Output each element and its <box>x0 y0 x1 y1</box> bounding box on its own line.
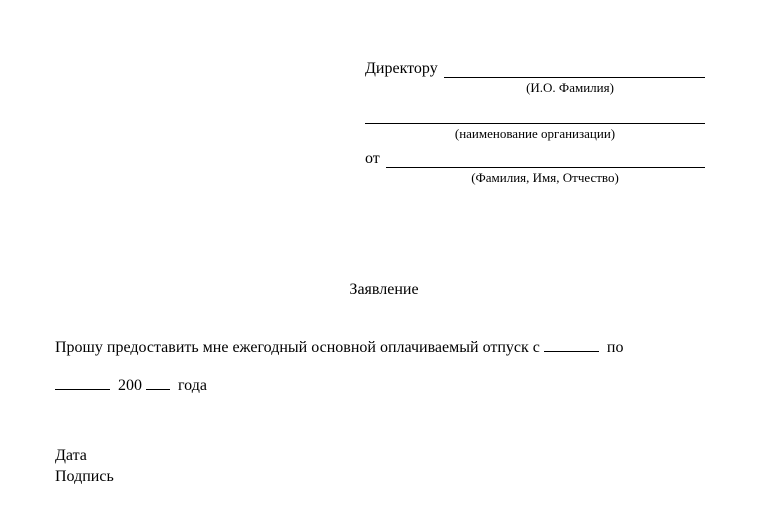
date-to-blank <box>55 376 110 390</box>
director-blank-line <box>444 62 705 78</box>
director-row: Директору <box>365 60 705 78</box>
header-block: Директору (И.О. Фамилия) (наименование о… <box>365 60 705 186</box>
footer-block: Дата Подпись <box>55 446 713 488</box>
year-suffix: года <box>178 377 207 394</box>
document-title: Заявление <box>55 281 713 299</box>
organization-caption: (наименование организации) <box>365 126 705 142</box>
from-caption: (Фамилия, Имя, Отчество) <box>365 170 705 186</box>
body-paragraph: Прошу предоставить мне ежегодный основно… <box>55 329 713 406</box>
director-caption: (И.О. Фамилия) <box>365 80 705 96</box>
year-prefix: 200 <box>118 377 142 394</box>
date-label: Дата <box>55 446 713 467</box>
from-row: от <box>365 150 705 168</box>
from-label: от <box>365 150 380 168</box>
director-label: Директору <box>365 60 438 78</box>
organization-blank-line <box>365 108 705 124</box>
body-text-part2: по <box>607 339 624 356</box>
signature-label: Подпись <box>55 467 713 488</box>
date-from-blank <box>544 338 599 352</box>
from-blank-line <box>386 152 705 168</box>
year-blank <box>146 376 170 390</box>
body-text-part1: Прошу предоставить мне ежегодный основно… <box>55 339 540 356</box>
